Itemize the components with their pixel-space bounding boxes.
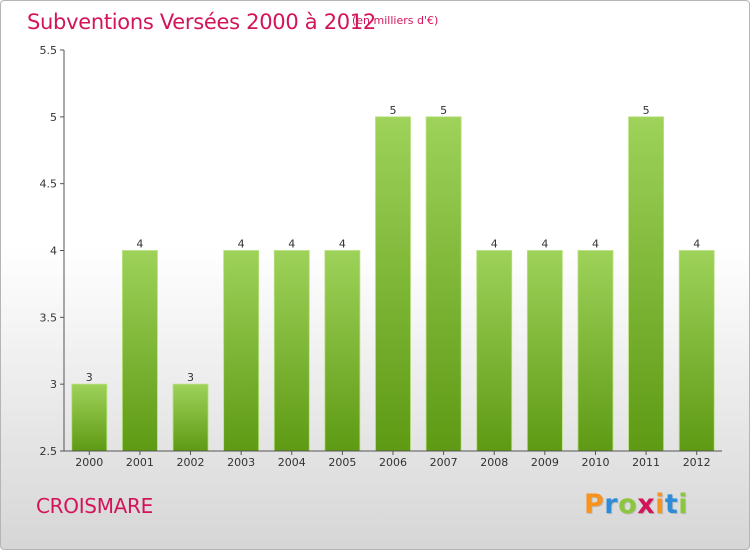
y-tick-label: 4 — [50, 245, 57, 258]
bar-2008 — [476, 250, 513, 452]
x-tick-label: 2002 — [177, 456, 205, 469]
bar-2007 — [425, 116, 462, 452]
x-tick-label: 2007 — [430, 456, 458, 469]
data-label: 5 — [643, 104, 650, 117]
bar-2012 — [678, 250, 715, 452]
bar-2002 — [172, 383, 209, 452]
y-tick-label: 5 — [50, 111, 57, 124]
x-tick-label: 2009 — [531, 456, 559, 469]
bar-2004 — [273, 250, 310, 452]
data-label: 4 — [541, 238, 548, 251]
x-tick-label: 2011 — [632, 456, 660, 469]
data-label: 4 — [238, 238, 245, 251]
data-label: 4 — [288, 238, 295, 251]
bar-2000 — [71, 383, 108, 452]
data-label: 4 — [136, 238, 143, 251]
x-tick-label: 2010 — [581, 456, 609, 469]
y-tick-label: 5.5 — [40, 44, 58, 57]
bar-2005 — [324, 250, 361, 452]
x-tick-label: 2008 — [480, 456, 508, 469]
data-label: 4 — [693, 238, 700, 251]
axes-group: 2.5 3 3.5 4 4.5 5 5.5 2000 2001 2002 2003 2004 2005 2… — [40, 44, 722, 469]
bar-2009 — [526, 250, 563, 452]
logo-letter: i — [678, 489, 689, 520]
x-tick-label: 2004 — [278, 456, 306, 469]
chart-subtitle: (en milliers d'€) — [352, 14, 439, 27]
y-tick-label: 3.5 — [40, 311, 58, 324]
data-label: 5 — [390, 104, 397, 117]
bars-group — [71, 116, 715, 452]
x-tick-label: 2012 — [683, 456, 711, 469]
bar-2003 — [223, 250, 260, 452]
y-tick-label: 2.5 — [40, 445, 58, 458]
logo-letter: r — [604, 489, 619, 520]
place-name: CROISMARE — [36, 494, 153, 518]
logo-letter: i — [655, 489, 665, 520]
x-tick-label: 2006 — [379, 456, 407, 469]
y-tick-label: 4.5 — [40, 178, 58, 191]
bar-2010 — [577, 250, 614, 452]
data-label: 4 — [592, 238, 599, 251]
data-label: 3 — [187, 371, 194, 384]
data-labels-group: 3 4 3 4 4 4 5 5 4 4 4 5 4 — [86, 104, 700, 384]
x-tick-label: 2003 — [227, 456, 255, 469]
proxiti-logo: Proxiti — [584, 489, 688, 520]
data-label: 3 — [86, 371, 93, 384]
logo-letter: o — [618, 489, 638, 520]
data-label: 4 — [491, 238, 498, 251]
data-label: 4 — [339, 238, 346, 251]
x-tick-label: 2001 — [126, 456, 154, 469]
logo-letter: x — [637, 489, 656, 520]
data-label: 5 — [440, 104, 447, 117]
logo-letter: P — [584, 489, 605, 520]
chart-title: Subventions Versées 2000 à 2012 — [27, 10, 376, 34]
y-tick-label: 3 — [50, 378, 57, 391]
bar-2001 — [122, 250, 158, 452]
x-tick-label: 2005 — [328, 456, 356, 469]
bar-2011 — [628, 116, 664, 452]
bar-2006 — [375, 116, 411, 452]
logo-letter: t — [664, 489, 679, 520]
x-tick-label: 2000 — [75, 456, 103, 469]
